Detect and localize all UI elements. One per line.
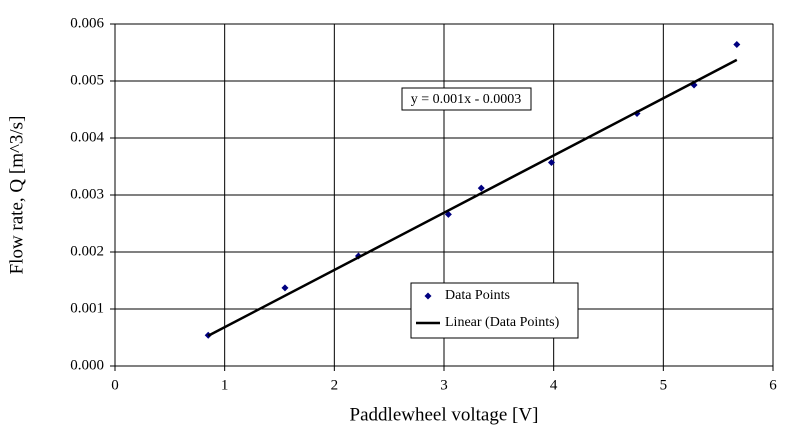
y-tick-label: 0.001 xyxy=(70,300,104,316)
legend-label: Data Points xyxy=(445,288,510,303)
x-tick-label: 1 xyxy=(221,377,229,393)
y-tick-label: 0.004 xyxy=(70,129,104,145)
y-axis-title: Flow rate, Q [m^3/s] xyxy=(6,116,27,275)
data-point xyxy=(733,41,741,49)
legend-swatch xyxy=(424,292,432,300)
x-tick-label: 0 xyxy=(111,377,119,393)
y-tick-label: 0.003 xyxy=(70,186,104,202)
y-tick-label: 0.000 xyxy=(70,357,104,373)
y-tick-label: 0.005 xyxy=(70,72,104,88)
y-tick-label: 0.002 xyxy=(70,243,104,259)
data-point xyxy=(547,159,555,167)
x-tick-label: 2 xyxy=(331,377,339,393)
annotation: y = 0.001x - 0.0003 xyxy=(411,92,522,107)
x-axis-title: Paddlewheel voltage [V] xyxy=(350,404,539,425)
x-tick-label: 5 xyxy=(660,377,668,393)
annotation-box xyxy=(401,87,532,111)
data-point xyxy=(281,284,289,292)
x-tick-label: 3 xyxy=(440,377,448,393)
legend-label: Linear (Data Points) xyxy=(445,315,560,330)
x-tick-label: 4 xyxy=(550,377,558,393)
y-tick-label: 0.006 xyxy=(70,15,104,31)
x-tick-label: 6 xyxy=(769,377,777,393)
legend xyxy=(410,282,579,339)
data-point xyxy=(477,184,485,192)
trend-line xyxy=(207,58,738,337)
